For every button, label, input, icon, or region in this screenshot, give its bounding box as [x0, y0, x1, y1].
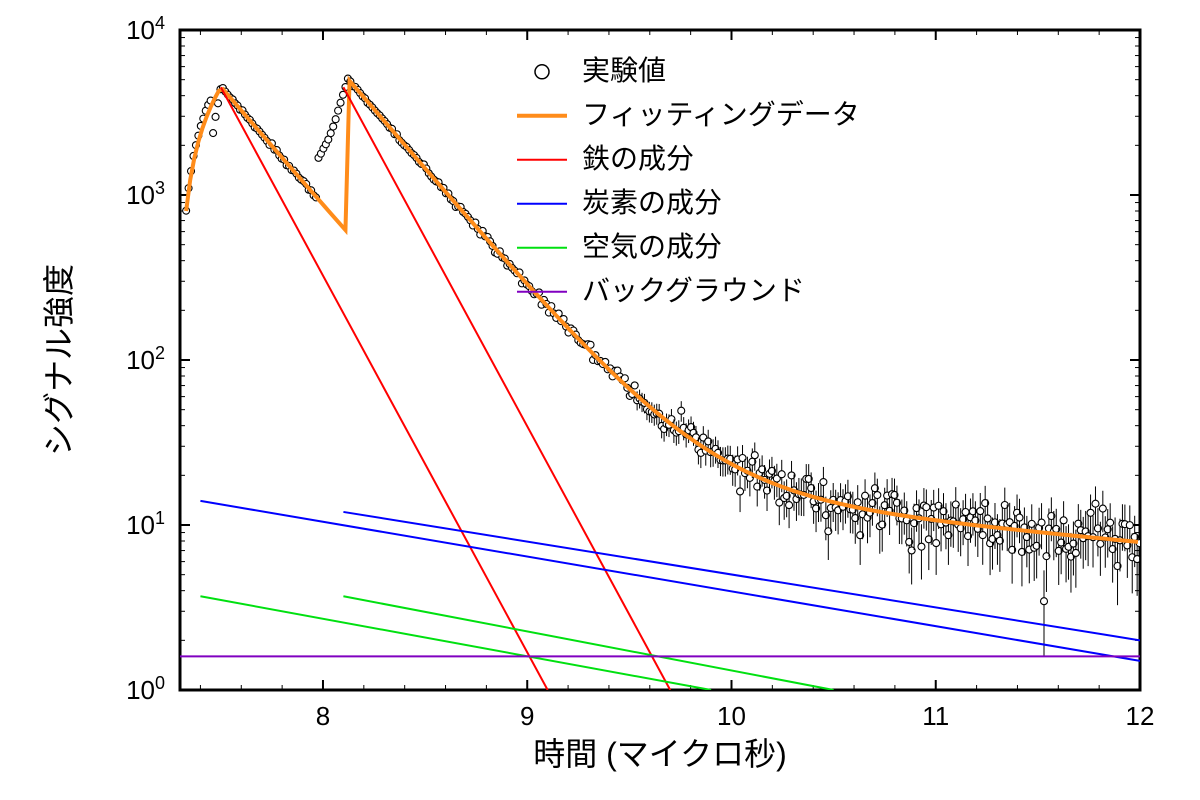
data-point — [751, 452, 758, 459]
data-point — [327, 130, 334, 137]
chart-container: 89101112100101102103104時間 (マイクロ秒)シグナル強度実… — [0, 0, 1200, 800]
data-point — [1087, 509, 1094, 516]
data-point — [212, 113, 219, 120]
data-point — [631, 382, 638, 389]
legend-label: 実験値 — [582, 55, 666, 86]
data-point — [335, 107, 342, 114]
xtick-label: 10 — [717, 701, 746, 731]
xtick-label: 8 — [316, 701, 330, 731]
data-point — [332, 116, 339, 123]
data-point — [778, 471, 785, 478]
xtick-label: 12 — [1126, 701, 1155, 731]
legend-label: バックグラウンド — [582, 275, 805, 306]
data-point — [737, 488, 744, 495]
legend-label: 空気の成分 — [582, 231, 722, 262]
data-point — [1107, 519, 1114, 526]
data-point — [1099, 505, 1106, 512]
data-point — [1041, 598, 1048, 605]
data-point — [923, 504, 930, 511]
data-point — [1092, 500, 1099, 507]
data-point — [977, 508, 984, 515]
y-axis-label: シグナル強度 — [41, 264, 77, 456]
data-point — [1038, 519, 1045, 526]
data-point — [1126, 522, 1133, 529]
data-point — [1060, 517, 1067, 524]
data-point — [874, 492, 881, 499]
data-point — [979, 532, 986, 539]
data-point — [678, 407, 685, 414]
legend-label: フィッティングデータ — [582, 99, 860, 130]
xtick-label: 11 — [922, 701, 949, 731]
data-point — [854, 499, 861, 506]
data-point — [337, 99, 344, 106]
signal-intensity-chart: 89101112100101102103104時間 (マイクロ秒)シグナル強度実… — [0, 0, 1200, 800]
data-point — [862, 492, 869, 499]
data-point — [786, 502, 793, 509]
data-point — [1016, 514, 1023, 521]
data-point — [1097, 540, 1104, 547]
data-point — [330, 123, 337, 130]
legend-label: 鉄の成分 — [582, 143, 694, 174]
xtick-label: 9 — [520, 701, 534, 731]
data-point — [210, 130, 217, 137]
data-point — [918, 543, 925, 550]
legend-label: 炭素の成分 — [582, 187, 722, 218]
x-axis-label: 時間 (マイクロ秒) — [533, 736, 787, 772]
data-point — [984, 515, 991, 522]
data-point — [933, 540, 940, 547]
data-point — [820, 479, 827, 486]
